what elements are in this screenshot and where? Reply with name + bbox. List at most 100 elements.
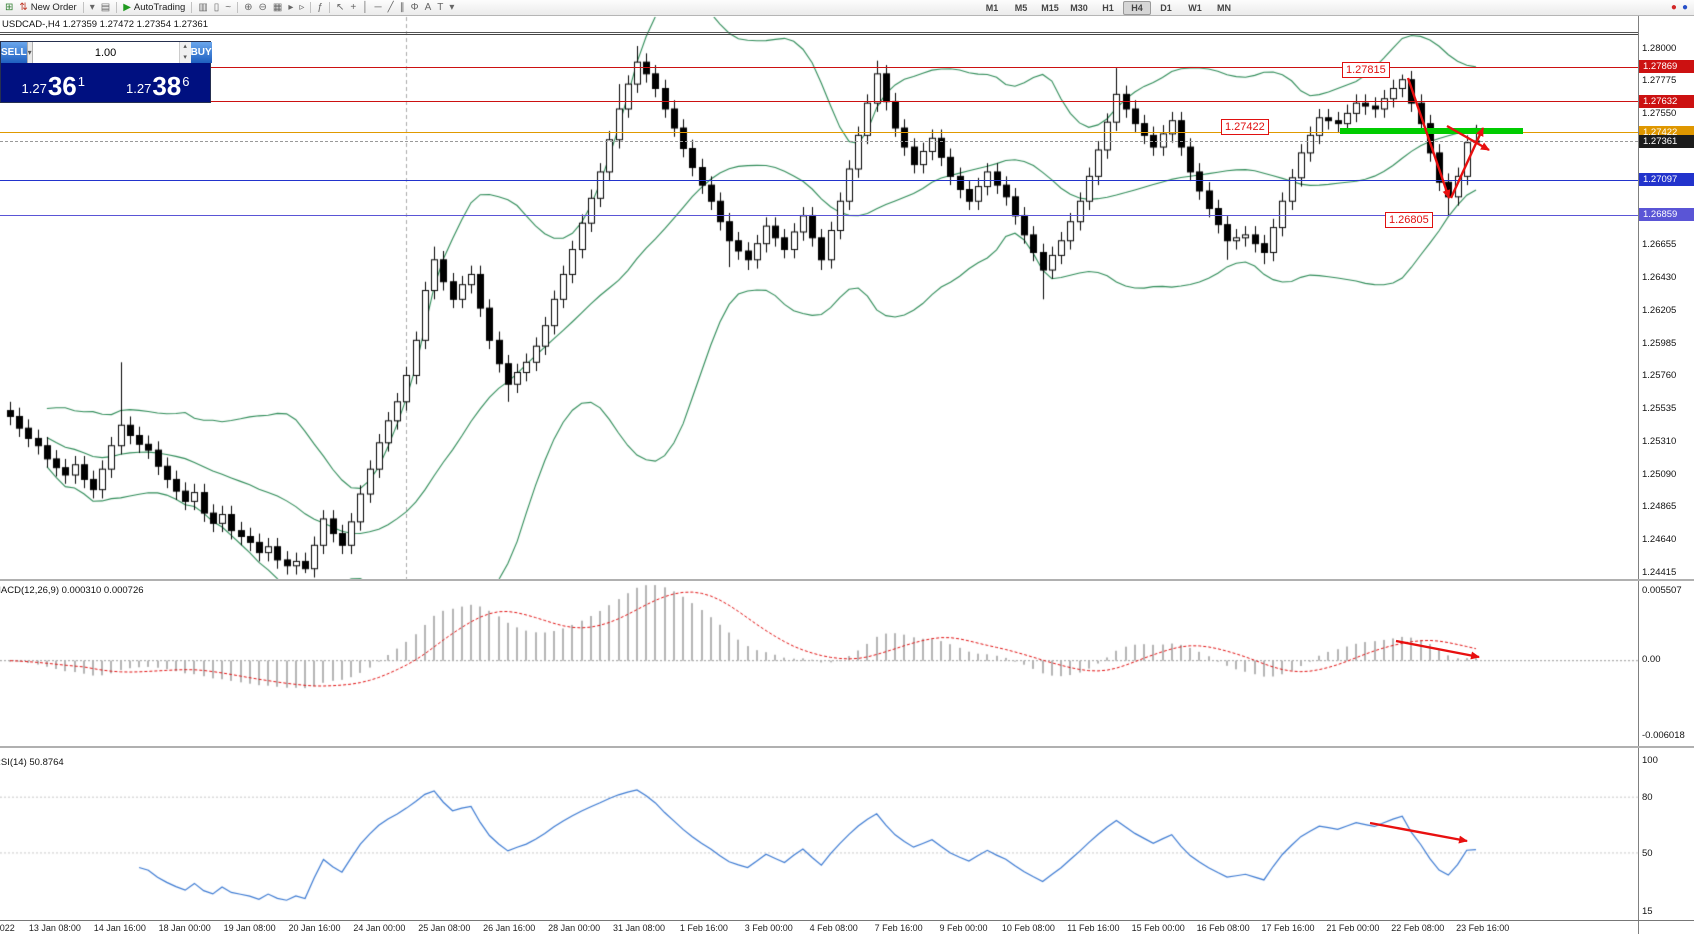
sell-price-big-figure: 1.27 xyxy=(21,81,47,96)
vertical-line-button[interactable]: │ xyxy=(359,1,371,15)
timeframe-button-h1[interactable]: H1 xyxy=(1102,3,1114,13)
auto-scroll-icon: ▸ xyxy=(288,1,294,13)
buy-price[interactable]: 1.27 38 6 xyxy=(106,63,211,102)
time-axis-label: 20 Jan 16:00 xyxy=(288,923,341,933)
timeframe-button-mn[interactable]: MN xyxy=(1217,3,1231,13)
crosshair-button[interactable]: + xyxy=(347,1,359,15)
tile-windows-button[interactable]: ▦ xyxy=(270,1,285,15)
volume-increase-button[interactable]: ▴ xyxy=(179,42,191,53)
volume-decrease-button[interactable]: ▾ xyxy=(179,52,191,63)
sell-price[interactable]: 1.27 36 1 xyxy=(1,63,106,102)
sell-button[interactable]: SELL xyxy=(1,42,27,63)
timeframe-button-w1[interactable]: W1 xyxy=(1188,3,1202,13)
timeframe-button-d1[interactable]: D1 xyxy=(1160,3,1172,13)
horizontal-line-icon: ─ xyxy=(374,1,382,13)
new-chart-button[interactable]: ⊞ xyxy=(2,1,16,15)
time-axis-label: 23 Feb 16:00 xyxy=(1456,923,1510,933)
auto-scroll-button[interactable]: ▸ xyxy=(285,1,296,15)
alerts-icon[interactable]: ● xyxy=(1681,2,1688,13)
chart-symbol-ohlc-label: USDCAD-,H4 1.27359 1.27472 1.27354 1.273… xyxy=(2,19,208,30)
cursor-button[interactable]: ↖ xyxy=(333,1,347,15)
price-axis-label: 1.26205 xyxy=(1642,305,1677,317)
support-zone-highlight[interactable] xyxy=(1340,128,1523,134)
chevron-down-icon: ▾ xyxy=(89,1,95,13)
channel-button[interactable]: ∥ xyxy=(397,1,408,15)
timeframe-button-m15[interactable]: M15 xyxy=(1041,3,1059,13)
chart-shift-icon: ▹ xyxy=(299,1,305,13)
charts-dropdown-button[interactable]: ▾ xyxy=(87,1,98,15)
line-chart-button[interactable]: ~ xyxy=(222,1,234,15)
price-axis-label: 1.25310 xyxy=(1642,436,1677,448)
time-axis-label: 11 Feb 16:00 xyxy=(1067,923,1120,933)
zoom-in-icon: ⊕ xyxy=(244,1,253,13)
trendline-icon: ╱ xyxy=(387,1,394,13)
volume-input[interactable] xyxy=(32,42,179,63)
horizontal-line-button[interactable]: ─ xyxy=(371,1,384,15)
price-badge-127632: 1.27632 xyxy=(1639,94,1694,108)
time-axis-label: 13 Jan 08:00 xyxy=(28,923,81,933)
price-axis-label: 1.24640 xyxy=(1642,534,1677,546)
time-axis-label: 3 Feb 00:00 xyxy=(744,923,793,933)
hline-126859[interactable] xyxy=(0,214,1638,216)
crosshair-icon: + xyxy=(350,1,357,13)
profiles-button[interactable]: ▤ xyxy=(98,1,113,15)
toolbar-right-group: ● ● xyxy=(1671,1,1688,15)
fibonacci-button[interactable]: Φ xyxy=(408,1,422,15)
time-axis-label: 12 Jan 2022 xyxy=(0,923,15,933)
timeframe-button-m5[interactable]: M5 xyxy=(1014,3,1028,13)
hline-127869[interactable] xyxy=(0,66,1638,68)
main-macd-splitter[interactable] xyxy=(0,579,1694,581)
hline-127097[interactable] xyxy=(0,179,1638,181)
hline-128095[interactable] xyxy=(0,33,1638,35)
macd-label: MACD(12,26,9) 0.000310 0.000726 xyxy=(0,585,144,596)
autotrading-button-label: AutoTrading xyxy=(133,2,186,13)
timeframe-button-m1[interactable]: M1 xyxy=(985,3,999,13)
hline-127632[interactable] xyxy=(0,101,1638,103)
time-axis-label: 28 Jan 00:00 xyxy=(548,923,601,933)
buy-price-big-figure: 1.27 xyxy=(126,81,152,96)
chart-shift-button[interactable]: ▹ xyxy=(296,1,307,15)
new-chart-icon: ⊞ xyxy=(5,1,14,13)
label-button[interactable]: T xyxy=(434,1,446,15)
indicators-button[interactable]: ƒ xyxy=(314,1,326,15)
bar-chart-button[interactable]: ▥ xyxy=(195,1,210,15)
hline-127422[interactable] xyxy=(0,132,1638,134)
time-axis-label: 21 Feb 00:00 xyxy=(1326,923,1380,933)
trendline-button[interactable]: ╱ xyxy=(385,1,397,15)
chart-top-border-line xyxy=(0,32,1638,33)
label-icon: T xyxy=(437,1,444,13)
rsi-axis-label: 50 xyxy=(1642,848,1653,859)
time-axis-label: 19 Jan 08:00 xyxy=(223,923,276,933)
text-button[interactable]: A xyxy=(422,1,435,15)
time-axis-label: 24 Jan 00:00 xyxy=(353,923,406,933)
time-axis-label: 18 Jan 00:00 xyxy=(158,923,211,933)
one-click-trading-panel: SELL ▾ ▴ ▾ BUY 1.27 36 1 1.27 38 6 xyxy=(0,41,212,103)
toolbar-separator xyxy=(191,2,193,13)
new-order-button[interactable]: ⇅ New Order xyxy=(16,1,79,15)
price-callout-127815[interactable]: 1.27815 xyxy=(1342,62,1390,78)
toolbar-separator xyxy=(328,2,330,13)
tile-windows-icon: ▦ xyxy=(272,1,283,13)
price-axis-label: 1.24415 xyxy=(1642,567,1677,579)
time-axis-label: 31 Jan 08:00 xyxy=(612,923,666,933)
candlestick-chart-button[interactable]: ▯ xyxy=(211,1,223,15)
price-callout-126805[interactable]: 1.26805 xyxy=(1385,212,1433,228)
zoom-in-button[interactable]: ⊕ xyxy=(241,1,255,15)
volume-dropdown-button[interactable]: ▾ xyxy=(26,42,33,63)
buy-button[interactable]: BUY xyxy=(190,42,212,63)
macd-rsi-splitter[interactable] xyxy=(0,746,1694,748)
price-badge-127869: 1.27869 xyxy=(1639,60,1694,74)
timeframe-button-h4[interactable]: H4 xyxy=(1123,1,1151,15)
buy-price-pipette: 6 xyxy=(182,74,190,89)
price-badge-127361: 1.27361 xyxy=(1639,134,1694,148)
macd-axis-label: -0.006018 xyxy=(1642,730,1685,741)
shapes-dropdown-button[interactable]: ▾ xyxy=(446,1,457,15)
zoom-out-button[interactable]: ⊖ xyxy=(256,1,270,15)
current-price-line[interactable] xyxy=(0,141,1638,143)
community-icon[interactable]: ● xyxy=(1670,2,1677,13)
volume-spinner: ▴ ▾ xyxy=(178,42,191,63)
timeframe-button-m30[interactable]: M30 xyxy=(1070,3,1088,13)
time-axis-label: 4 Feb 08:00 xyxy=(809,923,858,933)
price-callout-127422[interactable]: 1.27422 xyxy=(1221,119,1269,135)
autotrading-button[interactable]: ▶ AutoTrading xyxy=(120,1,188,15)
